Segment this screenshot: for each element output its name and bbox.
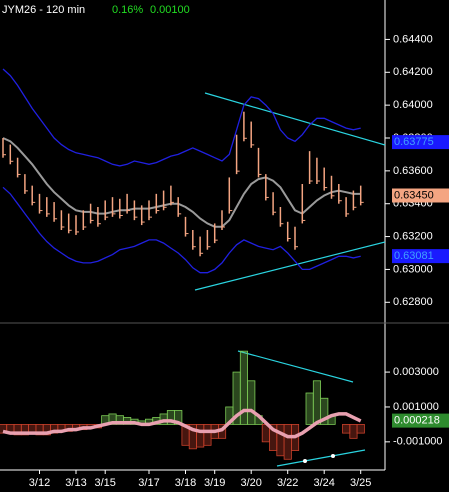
histogram-bar bbox=[349, 424, 358, 439]
x-tick-label: 3/18 bbox=[175, 477, 196, 489]
y-tick-label: 0.64200 bbox=[393, 66, 433, 78]
price-label-box bbox=[392, 135, 449, 150]
x-tick-label: 3/12 bbox=[29, 477, 50, 489]
price-label-box bbox=[392, 188, 449, 203]
price-label: 0.63450 bbox=[394, 189, 434, 201]
y-tick-label: 0.003000 bbox=[393, 366, 439, 378]
histogram-bar bbox=[356, 424, 365, 434]
histogram-bar bbox=[305, 392, 314, 425]
y-tick-label: 0.63600 bbox=[393, 165, 433, 177]
x-tick-label: 3/20 bbox=[240, 477, 261, 489]
histogram-bar bbox=[276, 424, 285, 457]
y-tick-label: 0.62800 bbox=[393, 296, 433, 308]
histogram-bar bbox=[247, 380, 256, 425]
histogram-bar bbox=[342, 424, 351, 434]
y-tick-label: 0.63200 bbox=[393, 230, 433, 242]
marker-dot bbox=[331, 454, 335, 458]
x-tick-label: 3/24 bbox=[313, 477, 334, 489]
x-tick-label: 3/15 bbox=[94, 477, 115, 489]
x-tick-label: 3/19 bbox=[204, 477, 225, 489]
x-tick-label: 3/17 bbox=[138, 477, 159, 489]
trendline bbox=[194, 241, 386, 291]
histogram-bar bbox=[312, 380, 321, 425]
trendline bbox=[276, 449, 366, 467]
trendline bbox=[237, 350, 354, 383]
y-tick-label: 0.64000 bbox=[393, 99, 433, 111]
histogram-bar bbox=[320, 397, 329, 425]
price-label: 0.63775 bbox=[394, 136, 434, 148]
histogram-bar bbox=[203, 424, 212, 446]
price-label-box bbox=[392, 249, 449, 264]
y-tick-label: 0.001000 bbox=[393, 401, 439, 413]
y-tick-label: -0.001000 bbox=[393, 436, 443, 448]
histogram-bar bbox=[283, 424, 292, 460]
x-tick-label: 3/13 bbox=[65, 477, 86, 489]
x-tick-label: 3/22 bbox=[277, 477, 298, 489]
signal-line bbox=[2, 408, 362, 439]
y-tick-label: 0.63000 bbox=[393, 263, 433, 275]
band-line bbox=[2, 68, 361, 167]
histogram-bar bbox=[196, 424, 205, 448]
marker-dot bbox=[303, 459, 307, 463]
chart-title: JYM26 - 120 min bbox=[2, 4, 85, 16]
price-label: 0.63081 bbox=[394, 250, 434, 262]
band-line bbox=[2, 186, 361, 274]
trendline bbox=[204, 92, 386, 146]
x-tick-label: 3/25 bbox=[350, 477, 371, 489]
macd-label: 0.000218 bbox=[394, 415, 440, 427]
change-pct: 0.16% bbox=[112, 4, 143, 16]
band-line bbox=[2, 137, 361, 228]
change: 0.00100 bbox=[150, 4, 190, 16]
y-tick-label: 0.64400 bbox=[393, 33, 433, 45]
macd-label-box bbox=[392, 413, 449, 428]
